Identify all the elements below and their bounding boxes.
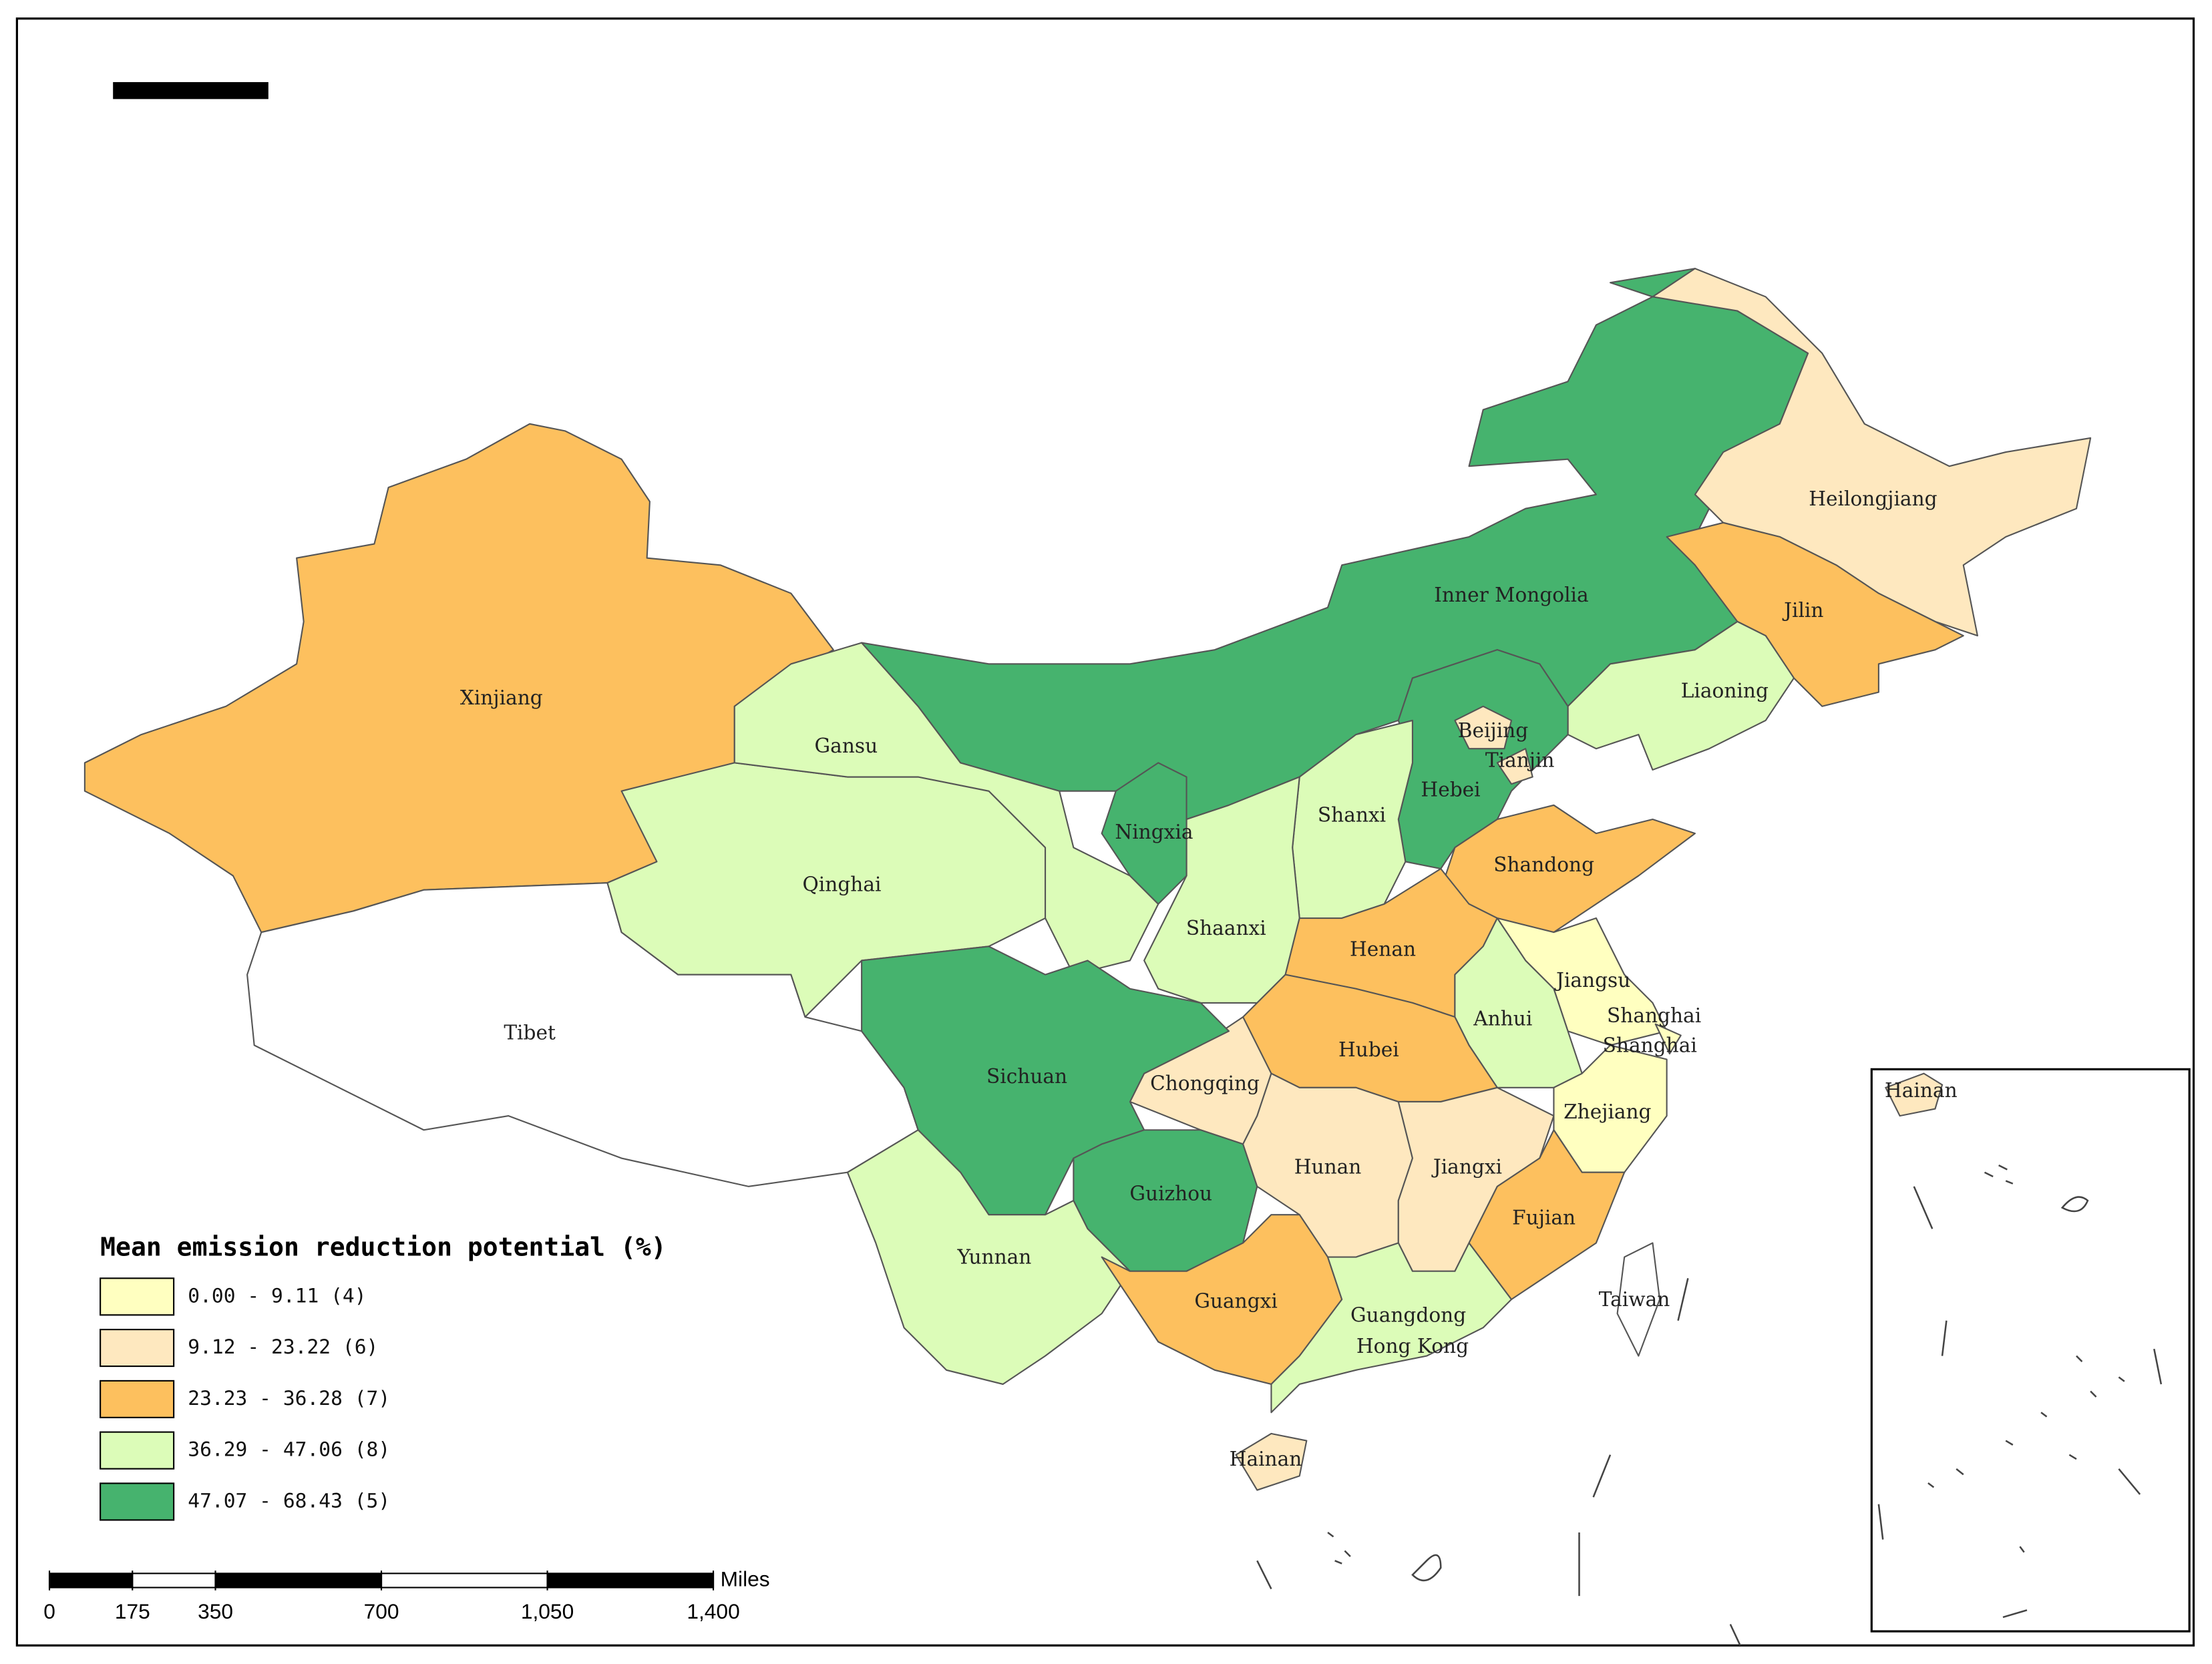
- province-label: Taiwan: [1599, 1288, 1670, 1311]
- inset-islands: [1877, 1164, 2163, 1619]
- province-label: Xinjiang: [460, 686, 543, 709]
- north-bar: [113, 81, 268, 99]
- province-label: Chongqing: [1150, 1072, 1260, 1095]
- province-label: Guizhou: [1129, 1183, 1212, 1205]
- legend-swatch: [100, 1277, 175, 1316]
- scale-segment: [546, 1573, 715, 1589]
- scale-tick-label: 0: [43, 1599, 55, 1623]
- province-label: Hong Kong: [1356, 1335, 1469, 1358]
- legend-swatch: [100, 1329, 175, 1368]
- legend-swatch: [100, 1380, 175, 1418]
- province-label: Gansu: [815, 735, 878, 757]
- legend-label: 0.00 - 9.11 (4): [188, 1284, 366, 1307]
- province-label: Jiangsu: [1554, 969, 1630, 992]
- province-label: Anhui: [1473, 1007, 1532, 1030]
- province-label: Fujian: [1512, 1206, 1576, 1229]
- province: [1652, 268, 2092, 637]
- province-label: Heilongjiang: [1809, 487, 1937, 510]
- province-label: Hubei: [1338, 1038, 1399, 1061]
- province-label: Beijing: [1458, 719, 1528, 742]
- legend-label: 9.12 - 23.22 (6): [188, 1335, 378, 1358]
- province-label: Liaoning: [1681, 680, 1769, 702]
- province-label: Tianjin: [1485, 749, 1555, 771]
- province-label: Shanghai: [1603, 1034, 1697, 1056]
- inset-frame: [1870, 1068, 2191, 1633]
- scale-tick-label: 350: [198, 1599, 233, 1623]
- province-label: Hainan: [1230, 1448, 1302, 1470]
- inset-label: Hainan: [1885, 1079, 1958, 1102]
- province-label: Yunnan: [956, 1246, 1031, 1269]
- province-label: Hebei: [1421, 779, 1480, 801]
- legend-title: Mean emission reduction potential (%): [100, 1232, 667, 1261]
- province-label: Guangdong: [1350, 1303, 1466, 1326]
- province-label: Sichuan: [986, 1065, 1067, 1088]
- province-label: Shaanxi: [1186, 917, 1266, 940]
- scale-segment: [380, 1573, 548, 1589]
- province-label: Zhejiang: [1563, 1100, 1651, 1123]
- scale-segment: [48, 1573, 134, 1589]
- province: [1270, 1242, 1513, 1414]
- legend-swatch: [100, 1431, 175, 1470]
- province-label: Shanxi: [1318, 804, 1386, 827]
- province: [1454, 705, 1513, 750]
- scale-bar: 0 175 350 700 1,050 1,400 Miles: [43, 1567, 769, 1623]
- legend: Mean emission reduction potential (%) 0.…: [100, 1232, 667, 1521]
- inset-province: [1884, 1072, 1944, 1117]
- province: [1654, 1023, 1682, 1055]
- scale-tick-label: 700: [364, 1599, 399, 1623]
- province: [1496, 748, 1533, 785]
- scale-tick-label: 1,400: [687, 1599, 739, 1623]
- scale-segment: [214, 1573, 383, 1589]
- province-label: Shandong: [1493, 853, 1594, 876]
- legend-label: 47.07 - 68.43 (5): [188, 1489, 390, 1512]
- province: [1101, 762, 1187, 905]
- scale-segment: [132, 1573, 216, 1589]
- legend-label: 36.29 - 47.06 (8): [188, 1438, 390, 1461]
- province-label: Jiangxi: [1431, 1155, 1502, 1178]
- province-label: Guangxi: [1194, 1289, 1278, 1312]
- legend-label: 23.23 - 36.28 (7): [188, 1387, 390, 1410]
- province: [1235, 1432, 1308, 1491]
- legend-swatch: [100, 1482, 175, 1521]
- province-label: Ningxia: [1115, 821, 1193, 843]
- province-label: Tibet: [504, 1021, 556, 1044]
- province-labels: Xinjiang Tibet Qinghai Gansu Inner Mongolia H…: [460, 487, 1958, 1470]
- province: [1616, 1242, 1661, 1357]
- provinces: [83, 268, 2092, 1491]
- province: [1567, 620, 1795, 771]
- province-label: Henan: [1350, 938, 1416, 961]
- scale-unit: Miles: [721, 1567, 770, 1591]
- province-label: Jilin: [1782, 599, 1823, 622]
- province-label: Shanghai: [1607, 1004, 1701, 1027]
- scale-tick-label: 1,050: [521, 1599, 574, 1623]
- province-label: Qinghai: [803, 873, 882, 895]
- scale-tick-label: 175: [115, 1599, 150, 1623]
- province-label: Hunan: [1294, 1155, 1362, 1178]
- province-label: Inner Mongolia: [1434, 584, 1588, 606]
- islands: [1256, 1278, 1741, 1646]
